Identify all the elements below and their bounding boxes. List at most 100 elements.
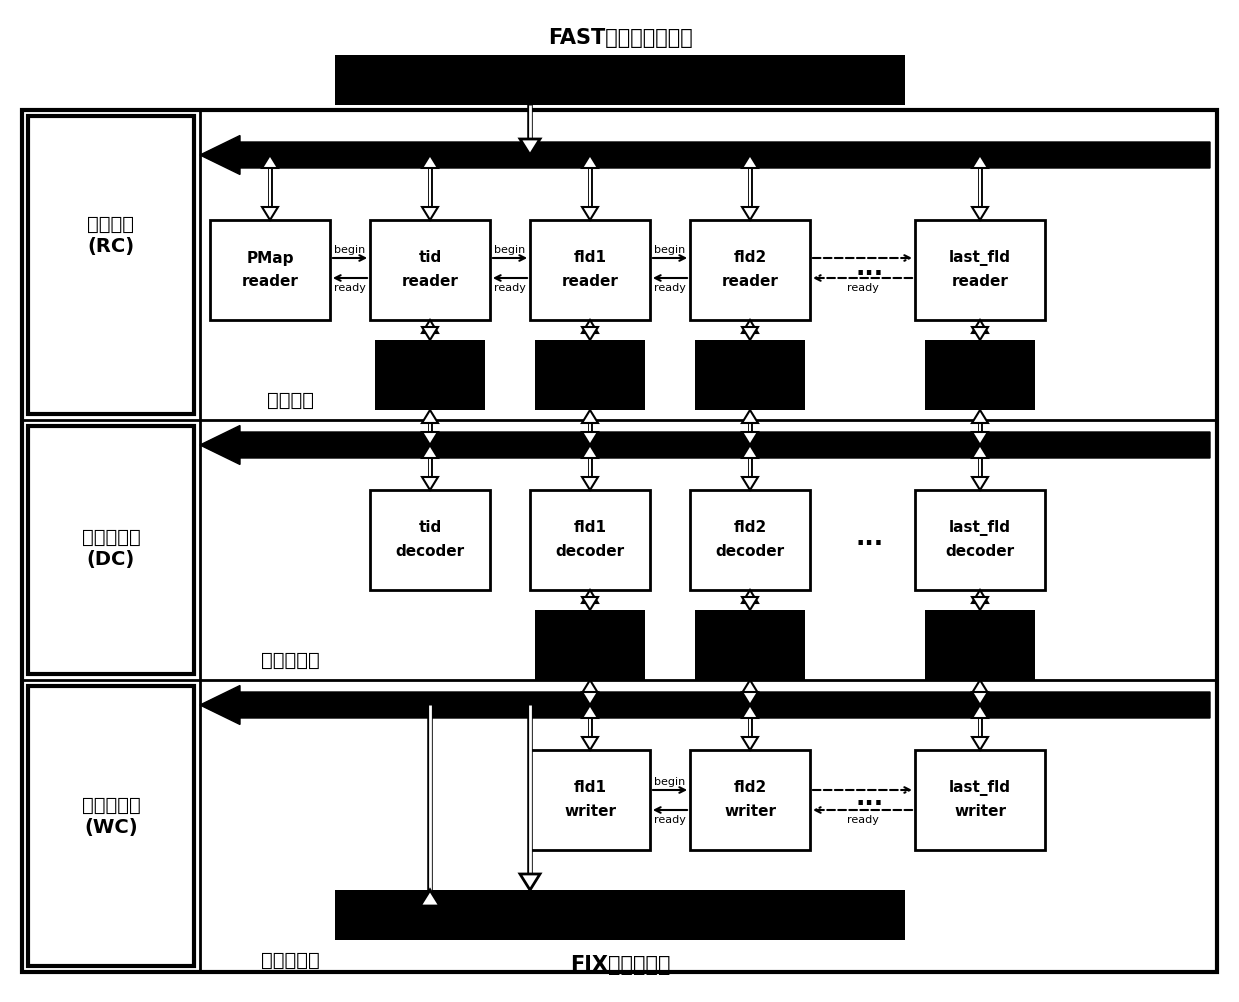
Polygon shape: [422, 432, 439, 445]
Polygon shape: [742, 432, 758, 445]
Polygon shape: [261, 155, 278, 168]
Bar: [695, 340, 805, 410]
Polygon shape: [582, 597, 598, 610]
Bar: [690, 220, 810, 320]
Polygon shape: [582, 155, 598, 168]
Text: decoder: decoder: [395, 544, 465, 559]
Text: ...: ...: [856, 526, 885, 550]
Polygon shape: [422, 410, 439, 423]
Text: ready: ready: [654, 815, 686, 825]
Polygon shape: [420, 890, 440, 906]
Polygon shape: [422, 320, 439, 333]
Text: FAST行情输入数据流: FAST行情输入数据流: [548, 28, 693, 48]
Polygon shape: [582, 692, 598, 705]
Bar: [28, 116, 195, 414]
Polygon shape: [742, 320, 758, 333]
Text: ready: ready: [494, 283, 525, 293]
Text: begin: begin: [335, 245, 366, 255]
Polygon shape: [582, 477, 598, 490]
Polygon shape: [261, 207, 278, 220]
Bar: [335, 890, 904, 940]
Bar: [914, 490, 1044, 590]
Text: ready: ready: [335, 283, 366, 293]
Text: writer: writer: [954, 805, 1006, 820]
Text: 解码流水线: 解码流水线: [260, 650, 320, 669]
Bar: [535, 610, 646, 680]
Polygon shape: [582, 207, 598, 220]
Polygon shape: [582, 432, 598, 445]
Polygon shape: [582, 327, 598, 340]
Text: reader: reader: [952, 275, 1009, 290]
Bar: [209, 220, 330, 320]
Text: reader: reader: [242, 275, 299, 290]
Bar: [22, 110, 1217, 972]
Text: decoder: decoder: [945, 544, 1015, 559]
Polygon shape: [973, 445, 987, 458]
Text: decoder: decoder: [555, 544, 624, 559]
Polygon shape: [422, 327, 439, 340]
Polygon shape: [742, 477, 758, 490]
Bar: [370, 490, 489, 590]
Text: ...: ...: [856, 256, 885, 280]
Text: decoder: decoder: [715, 544, 784, 559]
Polygon shape: [973, 477, 987, 490]
Polygon shape: [199, 135, 1211, 174]
Text: 输出流水线: 输出流水线: [260, 951, 320, 970]
Bar: [530, 220, 650, 320]
Bar: [530, 490, 650, 590]
Polygon shape: [973, 410, 987, 423]
Text: ready: ready: [846, 815, 878, 825]
Text: fld2: fld2: [733, 781, 767, 796]
Text: last_fld: last_fld: [949, 520, 1011, 536]
Text: reader: reader: [561, 275, 618, 290]
Text: tid: tid: [419, 520, 441, 535]
Polygon shape: [973, 590, 987, 603]
Polygon shape: [520, 139, 540, 155]
Polygon shape: [582, 320, 598, 333]
Polygon shape: [742, 737, 758, 750]
Polygon shape: [742, 207, 758, 220]
Polygon shape: [973, 432, 987, 445]
Text: last_fld: last_fld: [949, 780, 1011, 796]
Polygon shape: [422, 477, 439, 490]
Text: 读控制器
(RC): 读控制器 (RC): [88, 214, 135, 256]
Polygon shape: [973, 737, 987, 750]
Text: 解码控制器
(DC): 解码控制器 (DC): [82, 527, 140, 568]
Bar: [690, 750, 810, 850]
Bar: [370, 220, 489, 320]
Text: 读流水线: 读流水线: [266, 391, 313, 410]
Bar: [335, 55, 904, 105]
Polygon shape: [582, 737, 598, 750]
Text: writer: writer: [724, 805, 776, 820]
Polygon shape: [973, 692, 987, 705]
Text: last_fld: last_fld: [949, 250, 1011, 266]
Polygon shape: [582, 445, 598, 458]
Polygon shape: [742, 705, 758, 718]
Text: fld1: fld1: [574, 520, 607, 535]
Polygon shape: [199, 685, 1211, 724]
Bar: [28, 686, 195, 966]
Text: begin: begin: [494, 245, 525, 255]
Polygon shape: [973, 320, 987, 333]
Polygon shape: [973, 680, 987, 693]
Polygon shape: [742, 155, 758, 168]
Polygon shape: [973, 155, 987, 168]
Bar: [926, 610, 1035, 680]
Text: ready: ready: [846, 283, 878, 293]
Polygon shape: [973, 207, 987, 220]
Text: ...: ...: [857, 633, 882, 653]
Bar: [535, 340, 646, 410]
Polygon shape: [582, 410, 598, 423]
Bar: [926, 340, 1035, 410]
Polygon shape: [422, 445, 439, 458]
Text: fld2: fld2: [733, 520, 767, 535]
Polygon shape: [520, 874, 540, 890]
Polygon shape: [422, 155, 439, 168]
Text: tid: tid: [419, 250, 441, 266]
Polygon shape: [582, 705, 598, 718]
Polygon shape: [742, 327, 758, 340]
Polygon shape: [582, 590, 598, 603]
Polygon shape: [973, 327, 987, 340]
Text: fld1: fld1: [574, 781, 607, 796]
Bar: [375, 340, 484, 410]
